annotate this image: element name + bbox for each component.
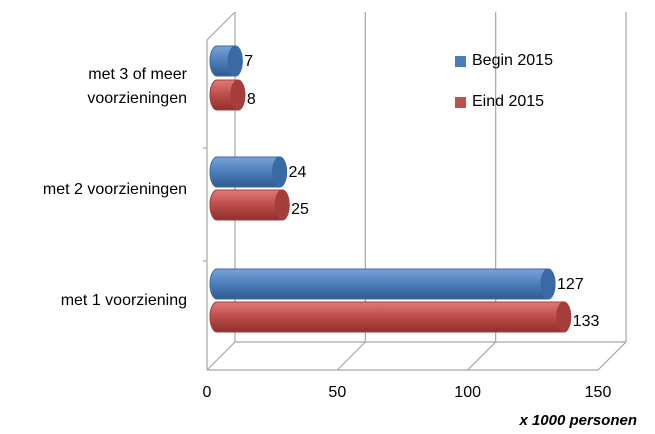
x-tick-label: 50 xyxy=(328,384,347,401)
data-label: 24 xyxy=(288,164,307,181)
bar-begin-2015-2 xyxy=(209,268,556,300)
x-axis-title: x 1000 personen xyxy=(519,412,637,429)
bar-end-cap xyxy=(540,268,556,300)
bar-eind-2015-2 xyxy=(209,301,572,333)
category-label: met 2 voorzieningen xyxy=(42,181,187,198)
legend-swatch xyxy=(455,55,466,67)
category-label: met 1 voorziening xyxy=(60,292,187,309)
left-wall-top xyxy=(206,11,236,41)
legend-label: Eind 2015 xyxy=(472,93,545,110)
chart-frame xyxy=(203,11,627,371)
floor-line-100 xyxy=(467,341,497,371)
bar-end-cap xyxy=(227,45,243,77)
bar-end-cap xyxy=(274,189,290,221)
bar-end-cap xyxy=(272,156,288,188)
bars-group xyxy=(209,45,572,333)
legend-item: Eind 2015 xyxy=(455,93,544,111)
legend-swatch xyxy=(455,96,466,108)
bar-eind-2015-1 xyxy=(209,189,290,221)
category-label: met 3 of meer voorzieningen xyxy=(87,66,187,107)
bar-end-cap xyxy=(556,301,572,333)
bar-body xyxy=(209,268,556,300)
data-label: 127 xyxy=(557,276,584,293)
floor-line-150 xyxy=(597,341,627,371)
bar-begin-2015-0 xyxy=(209,45,243,77)
legend-item: Begin 2015 xyxy=(455,52,553,70)
bar-body xyxy=(209,301,572,333)
x-tick-label: 150 xyxy=(584,384,612,401)
data-label: 133 xyxy=(572,313,600,330)
x-tick-label: 100 xyxy=(454,384,481,401)
data-label: 8 xyxy=(246,91,256,108)
floor-line-0 xyxy=(206,341,236,371)
data-label: 7 xyxy=(244,53,254,70)
floor-line-50 xyxy=(336,341,366,371)
legend-label: Begin 2015 xyxy=(472,52,553,69)
data-label: 25 xyxy=(291,201,309,218)
bar-begin-2015-1 xyxy=(209,156,288,188)
x-tick-label: 0 xyxy=(202,384,212,401)
bar-eind-2015-0 xyxy=(209,79,246,111)
bar-end-cap xyxy=(230,79,246,111)
